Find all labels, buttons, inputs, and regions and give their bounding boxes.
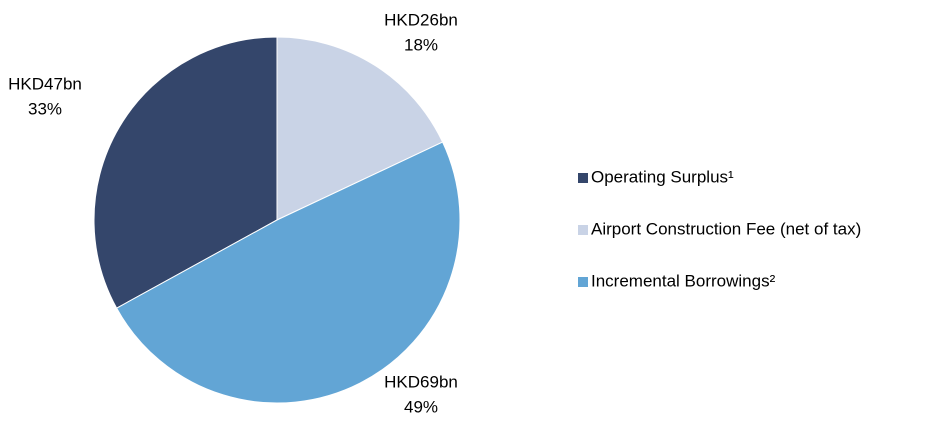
- percent-label: 49%: [404, 397, 438, 416]
- pie-slice: [276, 36, 444, 221]
- legend-label: Airport Construction Fee (net of tax): [591, 219, 861, 238]
- amount-label: HKD47bn: [8, 74, 82, 93]
- legend-swatch: [578, 277, 588, 287]
- legend-swatch: [578, 173, 588, 183]
- pie-slice: [93, 36, 278, 309]
- legend-label: Incremental Borrowings²: [591, 271, 776, 290]
- percent-label: 33%: [28, 99, 62, 118]
- pie-slice: [115, 141, 461, 404]
- legend-swatch: [578, 225, 588, 235]
- amount-label: HKD26bn: [384, 10, 458, 29]
- amount-label: HKD69bn: [384, 372, 458, 391]
- legend-label: Operating Surplus¹: [591, 167, 734, 186]
- percent-label: 18%: [404, 35, 438, 54]
